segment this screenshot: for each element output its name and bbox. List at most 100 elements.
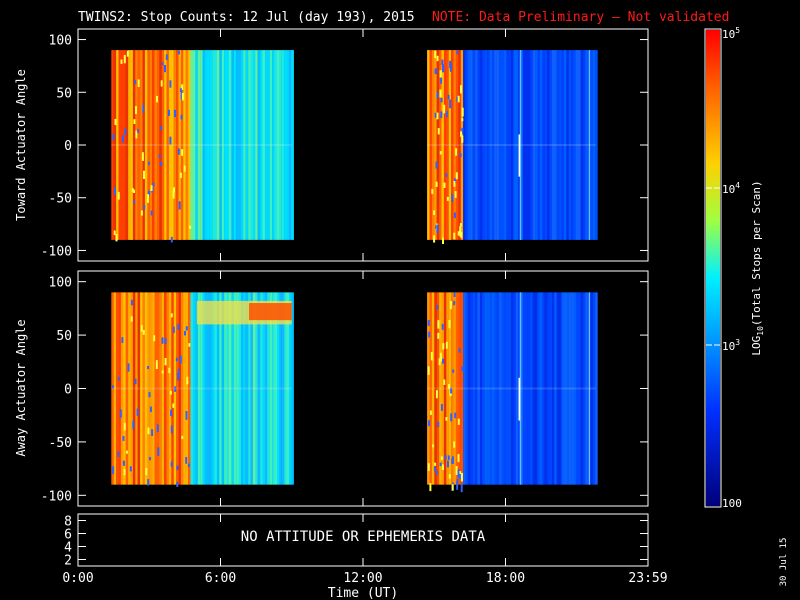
heatmap-speckle: [125, 450, 128, 454]
heatmap-column: [221, 292, 225, 485]
heatmap-column: [566, 50, 569, 240]
heatmap-speckle: [134, 80, 137, 84]
heatmap-speckle: [147, 479, 150, 486]
heatmap-speckle: [449, 301, 452, 310]
heatmap-column: [590, 50, 593, 240]
heatmap-column: [477, 292, 481, 485]
heatmap-speckle: [181, 435, 184, 440]
heatmap-column: [257, 292, 261, 485]
heatmap-column: [113, 292, 117, 485]
heatmap-column: [156, 292, 160, 485]
heatmap-column: [580, 50, 584, 240]
heatmap-speckle: [120, 59, 123, 64]
heatmap-column: [168, 292, 172, 485]
heatmap-column: [176, 50, 179, 240]
heatmap-column: [262, 292, 266, 485]
heatmap-column: [434, 292, 437, 485]
heatmap-speckle: [445, 173, 448, 178]
heatmap-speckle: [180, 114, 183, 120]
heatmap-column: [575, 292, 579, 485]
heatmap-speckle: [435, 390, 438, 399]
heatmap-speckle: [188, 343, 191, 347]
heatmap-speckle: [177, 148, 180, 155]
heatmap-column: [484, 50, 488, 240]
heatmap-column: [453, 292, 457, 485]
heatmap-speckle: [447, 460, 449, 468]
heatmap-speckle: [168, 367, 171, 374]
heatmap-column: [429, 292, 433, 485]
y-ticks-away: 100 50 0 -50 -100: [41, 276, 648, 504]
chart-title: TWINS2: Stop Counts: 12 Jul (day 193), 2…: [78, 10, 415, 25]
y-tick-label: 0: [64, 139, 72, 154]
heatmap-speckle: [147, 194, 149, 203]
heatmap-column: [118, 292, 122, 485]
heatmap-column: [463, 50, 466, 240]
heatmap-speckle: [427, 463, 430, 471]
heatmap-column: [467, 292, 471, 485]
heatmap-speckle: [160, 80, 163, 87]
heatmap-column: [192, 50, 196, 240]
heatmap-column: [154, 50, 158, 240]
heatmap-speckle: [135, 106, 137, 114]
heatmap-column: [207, 292, 210, 485]
heatmap-speckle: [150, 185, 153, 191]
heatmap-column: [501, 292, 505, 485]
heatmap-column: [465, 50, 469, 240]
heatmap-speckle: [114, 118, 117, 126]
heatmap-speckle: [168, 109, 170, 116]
date-stamp: 30 Jul 15: [779, 538, 789, 587]
heatmap-speckle: [442, 237, 444, 244]
heatmap-speckle: [444, 454, 447, 460]
heatmap-speckle: [449, 65, 452, 72]
heatmap-column: [204, 292, 208, 485]
heatmap-column: [460, 292, 464, 485]
heatmap-speckle: [427, 320, 430, 326]
heatmap-speckle: [132, 200, 135, 204]
heatmap-speckle: [122, 460, 125, 466]
heatmap-column: [142, 50, 146, 240]
heatmap-column: [549, 50, 553, 240]
heatmap-speckle: [130, 316, 133, 322]
heatmap-speckle: [451, 193, 454, 203]
heatmap-speckle: [172, 190, 175, 199]
heatmap-speckle: [460, 231, 463, 238]
heatmap-speckle: [156, 95, 158, 103]
heatmap-speckle: [123, 469, 126, 476]
heatmap-speckle: [177, 50, 180, 55]
heatmap-column: [262, 50, 266, 240]
heatmap-column: [226, 50, 230, 240]
heatmap-speckle: [157, 447, 160, 456]
heatmap-streak: [518, 134, 521, 177]
heatmap-column: [446, 50, 449, 240]
heatmap-column: [190, 50, 194, 240]
heatmap-column: [467, 50, 471, 240]
heatmap-column: [116, 292, 119, 485]
heatmap-column: [276, 292, 280, 485]
heatmap-speckle: [456, 481, 459, 490]
y-tick-label: 2: [64, 554, 72, 569]
heatmap-column: [240, 50, 244, 240]
heatmap-column: [487, 50, 490, 240]
heatmap-speckle: [433, 466, 436, 472]
heatmap-column: [144, 292, 148, 485]
heatmap-column: [291, 50, 294, 240]
heatmap-zero-band: [427, 144, 596, 146]
heatmap-column: [475, 50, 478, 240]
heatmap-speckle: [148, 190, 150, 196]
heatmap-column: [144, 50, 148, 240]
heatmap-column: [125, 50, 129, 240]
heatmap-speckle: [181, 92, 184, 101]
heatmap-speckle: [457, 418, 460, 425]
heatmap-speckle: [172, 326, 175, 334]
heatmap-column: [188, 50, 191, 240]
heatmap-column: [161, 292, 165, 485]
y-tick-label: 0: [64, 383, 72, 398]
heatmap-column: [209, 50, 213, 240]
heatmap-column: [451, 292, 454, 485]
heatmap-column: [183, 50, 186, 240]
heatmap-column: [120, 292, 124, 485]
heatmap-speckle: [455, 172, 458, 180]
heatmap-column: [523, 292, 526, 485]
heatmap-speckle: [137, 79, 140, 87]
heatmap-column: [202, 50, 206, 240]
